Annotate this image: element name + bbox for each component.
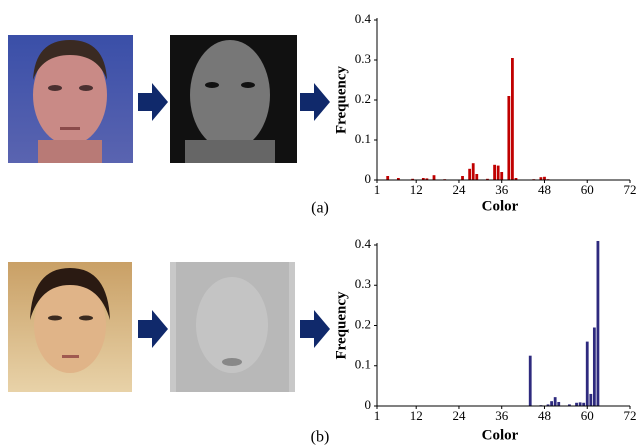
y-axis-title: Frequency xyxy=(333,291,349,360)
bar xyxy=(543,176,546,180)
y-tick-label: 0.1 xyxy=(355,357,371,372)
y-tick-label: 0.4 xyxy=(355,11,372,26)
bar xyxy=(546,404,550,406)
bar xyxy=(507,96,511,180)
x-tick-label: 24 xyxy=(452,182,466,197)
bar xyxy=(528,355,532,406)
x-tick-label: 48 xyxy=(538,182,551,197)
bar xyxy=(468,168,472,180)
y-tick-label: 0.2 xyxy=(355,91,371,106)
bar xyxy=(553,397,557,406)
x-axis-title: Color xyxy=(482,427,519,443)
bar xyxy=(432,175,436,180)
bar xyxy=(539,177,543,180)
bar xyxy=(411,178,415,180)
bar xyxy=(461,176,464,180)
bar xyxy=(582,402,586,406)
x-tick-label: 12 xyxy=(410,182,423,197)
bar xyxy=(500,172,504,180)
bar xyxy=(486,178,489,180)
y-tick-label: 0.3 xyxy=(355,51,371,66)
x-tick-label: 1 xyxy=(374,182,381,197)
y-axis-title: Frequency xyxy=(333,65,349,134)
x-tick-label: 72 xyxy=(624,408,637,423)
bar xyxy=(421,178,425,180)
y-tick-label: 0.4 xyxy=(355,236,372,251)
x-tick-label: 1 xyxy=(374,408,381,423)
bar xyxy=(596,240,600,406)
bar xyxy=(386,176,390,180)
bar xyxy=(511,58,514,180)
bar xyxy=(568,404,571,406)
bar xyxy=(589,393,593,406)
face-photo-b xyxy=(8,262,132,392)
bar xyxy=(475,174,479,180)
x-tick-label: 36 xyxy=(495,182,509,197)
x-tick-label: 48 xyxy=(538,408,551,423)
bar xyxy=(592,327,596,406)
bar xyxy=(496,165,500,180)
bar xyxy=(396,178,400,180)
face-photo-a xyxy=(8,35,133,163)
y-tick-label: 0 xyxy=(365,397,372,412)
bar xyxy=(585,341,589,406)
panel-label: (b) xyxy=(311,429,330,446)
bar xyxy=(578,402,582,406)
y-tick-label: 0.1 xyxy=(355,131,371,146)
bar xyxy=(471,163,475,180)
color-map-a xyxy=(170,35,297,163)
bar xyxy=(493,164,496,180)
color-map-b xyxy=(170,262,295,392)
bar xyxy=(550,401,554,406)
panel-label: (a) xyxy=(311,200,329,217)
x-tick-label: 60 xyxy=(581,182,594,197)
x-tick-label: 36 xyxy=(495,408,509,423)
x-tick-label: 60 xyxy=(581,408,594,423)
y-tick-label: 0.2 xyxy=(355,316,371,331)
y-tick-label: 0 xyxy=(365,171,372,186)
bar xyxy=(514,178,518,180)
x-tick-label: 72 xyxy=(624,182,637,197)
arrows xyxy=(138,83,330,348)
x-tick-label: 24 xyxy=(452,408,466,423)
y-tick-label: 0.3 xyxy=(355,276,371,291)
bar xyxy=(425,178,429,180)
bar xyxy=(557,401,561,406)
x-axis-title: Color xyxy=(482,198,519,214)
x-tick-label: 12 xyxy=(410,408,423,423)
bar xyxy=(575,402,578,406)
